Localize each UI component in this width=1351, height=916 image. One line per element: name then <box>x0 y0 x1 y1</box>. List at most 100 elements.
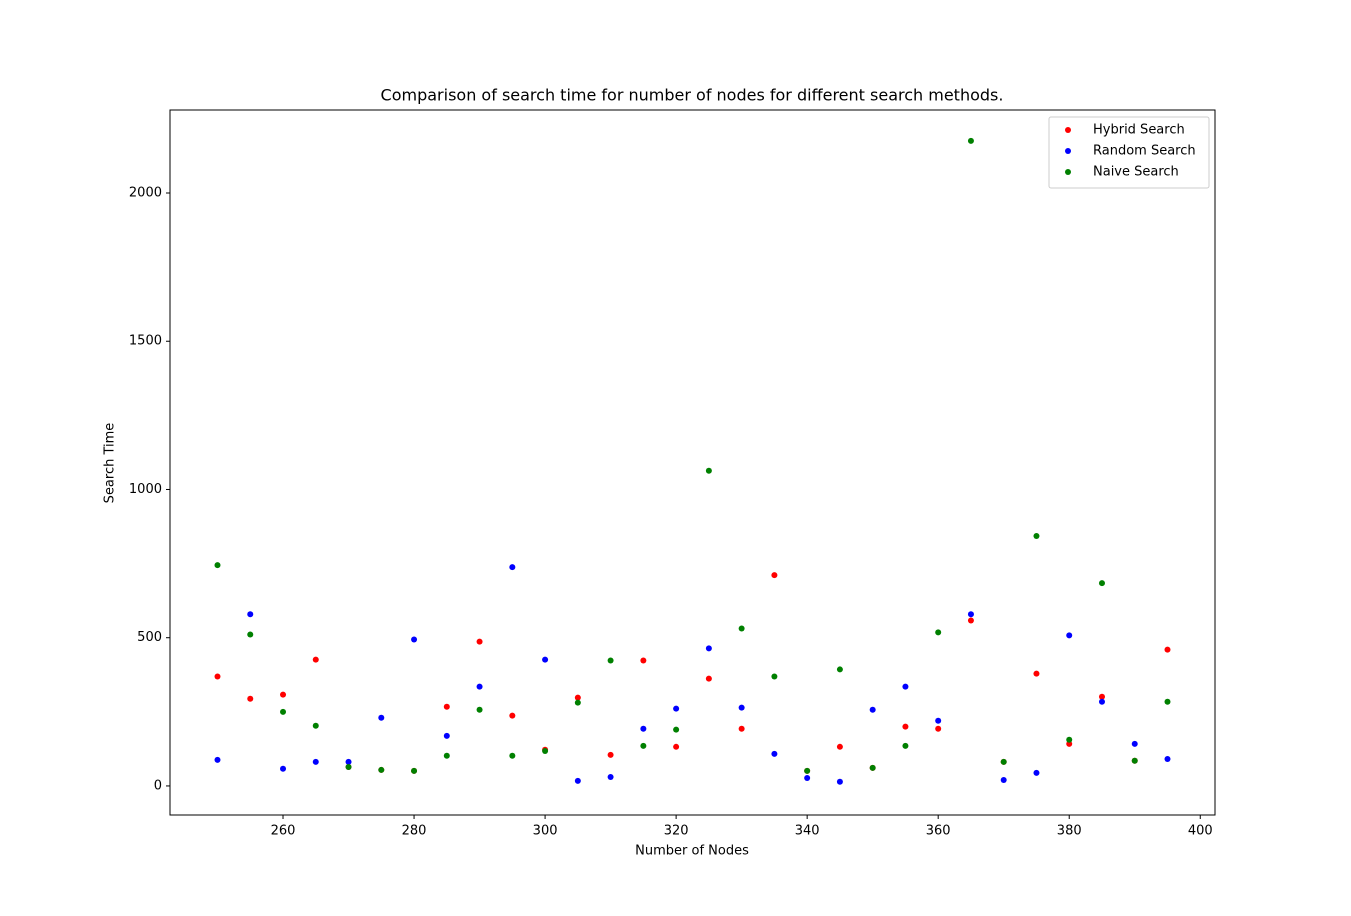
x-tick-label: 280 <box>402 824 427 839</box>
point <box>542 747 549 754</box>
point <box>1164 646 1171 653</box>
point <box>214 756 221 763</box>
point <box>705 645 712 652</box>
point <box>935 629 942 636</box>
point <box>1066 740 1073 747</box>
point <box>247 611 254 618</box>
point <box>247 631 254 638</box>
y-axis-label: Search Time <box>103 423 118 504</box>
point <box>345 763 352 770</box>
legend-marker <box>1065 148 1071 154</box>
point <box>574 777 581 784</box>
point <box>214 562 221 569</box>
point <box>935 717 942 724</box>
point <box>280 765 287 772</box>
point <box>771 750 778 757</box>
point <box>1098 580 1105 587</box>
x-tick-label: 260 <box>271 824 296 839</box>
legend-label: Hybrid Search <box>1093 123 1185 138</box>
point <box>804 774 811 781</box>
x-tick-label: 340 <box>795 824 820 839</box>
point <box>378 714 385 721</box>
point <box>312 722 319 729</box>
point <box>312 758 319 765</box>
y-tick-label: 1500 <box>129 334 162 349</box>
point <box>771 572 778 579</box>
point <box>476 638 483 645</box>
point <box>443 732 450 739</box>
point <box>378 766 385 773</box>
point <box>836 743 843 750</box>
chart-title: Comparison of search time for number of … <box>381 86 1004 105</box>
point <box>1000 758 1007 765</box>
point <box>542 656 549 663</box>
point <box>1066 632 1073 639</box>
point <box>869 764 876 771</box>
point <box>967 611 974 618</box>
point <box>640 657 647 664</box>
point <box>1164 755 1171 762</box>
y-tick-label: 500 <box>137 630 162 645</box>
x-tick-label: 400 <box>1188 824 1213 839</box>
point <box>443 703 450 710</box>
point <box>280 691 287 698</box>
point <box>935 725 942 732</box>
point <box>673 743 680 750</box>
point <box>607 774 614 781</box>
point <box>607 657 614 664</box>
point <box>673 705 680 712</box>
point <box>1033 533 1040 540</box>
point <box>345 758 352 765</box>
point <box>574 699 581 706</box>
point <box>1098 698 1105 705</box>
point <box>411 767 418 774</box>
x-tick-label: 360 <box>926 824 951 839</box>
x-tick-label: 320 <box>664 824 689 839</box>
point <box>738 704 745 711</box>
point <box>411 636 418 643</box>
point <box>967 137 974 144</box>
point <box>902 742 909 749</box>
point <box>673 726 680 733</box>
legend-box <box>1048 116 1210 189</box>
point <box>869 706 876 713</box>
point <box>640 742 647 749</box>
point <box>509 712 516 719</box>
point <box>1033 769 1040 776</box>
point <box>1000 777 1007 784</box>
point <box>476 683 483 690</box>
x-axis-label: Number of Nodes <box>635 844 749 859</box>
point <box>705 675 712 682</box>
point <box>1164 698 1171 705</box>
point <box>640 725 647 732</box>
point <box>1098 693 1105 700</box>
point <box>902 683 909 690</box>
point <box>280 708 287 715</box>
y-tick-label: 2000 <box>129 186 162 201</box>
point <box>738 625 745 632</box>
point <box>836 666 843 673</box>
point <box>607 751 614 758</box>
legend-label: Random Search <box>1093 144 1196 159</box>
point <box>902 723 909 730</box>
point <box>443 752 450 759</box>
y-tick-label: 0 <box>154 778 162 793</box>
point <box>509 752 516 759</box>
legend-label: Naive Search <box>1093 165 1179 180</box>
point <box>247 695 254 702</box>
legend-marker <box>1065 169 1071 175</box>
point <box>804 767 811 774</box>
point <box>836 778 843 785</box>
y-tick-label: 1000 <box>129 482 162 497</box>
point <box>771 673 778 680</box>
point <box>1131 740 1138 747</box>
point <box>214 673 221 680</box>
legend-marker <box>1065 127 1071 133</box>
plot-frame <box>169 109 1216 816</box>
point <box>476 706 483 713</box>
x-tick-label: 300 <box>533 824 558 839</box>
point <box>738 725 745 732</box>
point <box>967 617 974 624</box>
point <box>705 467 712 474</box>
